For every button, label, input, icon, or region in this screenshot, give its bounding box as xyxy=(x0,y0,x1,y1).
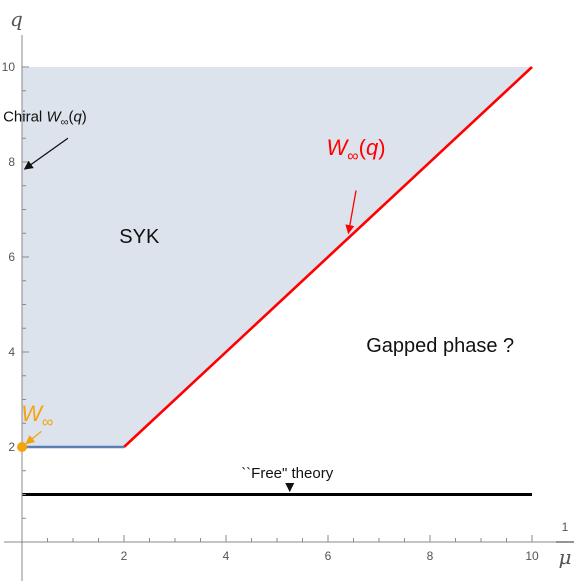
axes-layer: 2 4 6 8 10 2 4 6 8 10 q 1 μ xyxy=(2,7,574,581)
annotation-base: W xyxy=(327,135,350,160)
annotation-w-infinity-q: W∞(q) xyxy=(327,135,386,165)
x-axis-title-denominator: μ xyxy=(559,545,572,569)
point-w-infinity xyxy=(17,442,27,452)
region-syk xyxy=(22,67,532,447)
annotation-arrow xyxy=(345,190,357,235)
annotation-arrow xyxy=(23,137,69,170)
annotation-base: W xyxy=(21,401,44,426)
arg-q: q xyxy=(73,109,82,126)
series-layer xyxy=(22,66,533,496)
points-layer xyxy=(17,442,27,452)
annotation-suffix: (q) xyxy=(68,109,86,126)
paren-close: ) xyxy=(82,109,87,126)
x-axis-title-numerator: 1 xyxy=(562,520,569,534)
paren-open: ( xyxy=(359,135,367,160)
annotation-free-theory: ``Free" theory xyxy=(241,465,334,482)
series-line-w-infinity xyxy=(123,66,533,448)
annotation-suffix: (q) xyxy=(359,135,386,160)
arg-q: q xyxy=(366,135,379,160)
y-tick-label: 10 xyxy=(2,60,16,74)
region-label: Gapped phase ? xyxy=(366,335,514,357)
annotations-layer: W∞(q)Chiral W∞(q)W∞``Free" theorySYKGapp… xyxy=(3,109,514,493)
annotation-subscript: ∞ xyxy=(347,148,358,165)
annotation-prefix: Chiral xyxy=(3,109,46,126)
y-axis-title: q xyxy=(10,7,23,31)
x-tick-label: 6 xyxy=(325,549,332,563)
paren-open: ( xyxy=(68,109,73,126)
x-tick-label: 4 xyxy=(223,549,230,563)
annotation-subscript: ∞ xyxy=(42,414,53,431)
paren-close: ) xyxy=(378,135,385,160)
annotation-chiral-w-infinity: Chiral W∞(q) xyxy=(3,109,87,129)
annotation-base: W xyxy=(46,109,62,126)
regions-layer xyxy=(22,67,532,447)
y-tick-label: 2 xyxy=(8,440,15,454)
y-tick-label: 8 xyxy=(8,155,15,169)
x-tick-label: 10 xyxy=(525,549,539,563)
x-tick-label: 2 xyxy=(121,549,128,563)
annotation-subscript: ∞ xyxy=(61,117,69,129)
annotation-w-infinity-point: W∞ xyxy=(21,401,53,431)
region-label: SYK xyxy=(119,226,160,248)
x-tick-label: 8 xyxy=(427,549,434,563)
y-tick-label: 6 xyxy=(8,250,15,264)
y-tick-label: 4 xyxy=(8,345,15,359)
annotation-arrow xyxy=(25,430,42,445)
